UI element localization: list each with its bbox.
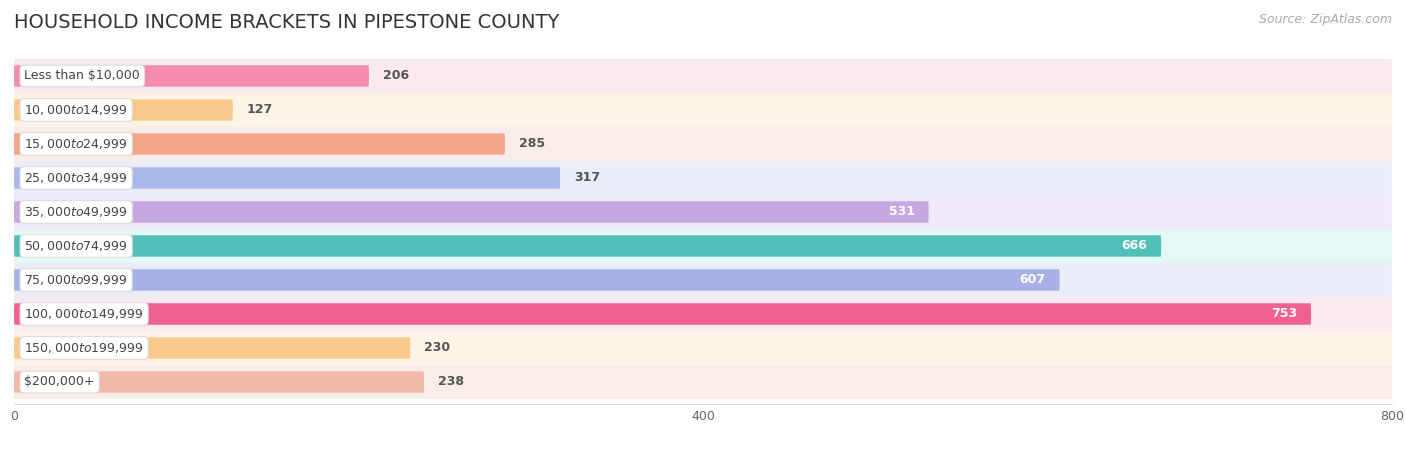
FancyBboxPatch shape xyxy=(14,269,1060,291)
Text: $50,000 to $74,999: $50,000 to $74,999 xyxy=(24,239,128,253)
Text: 238: 238 xyxy=(437,375,464,388)
Text: $75,000 to $99,999: $75,000 to $99,999 xyxy=(24,273,128,287)
FancyBboxPatch shape xyxy=(14,93,1392,127)
Text: $200,000+: $200,000+ xyxy=(24,375,94,388)
FancyBboxPatch shape xyxy=(14,337,411,359)
Text: Source: ZipAtlas.com: Source: ZipAtlas.com xyxy=(1258,13,1392,26)
FancyBboxPatch shape xyxy=(14,365,1392,399)
Text: 531: 531 xyxy=(889,206,915,219)
Text: 206: 206 xyxy=(382,70,409,83)
FancyBboxPatch shape xyxy=(14,65,368,87)
Text: 607: 607 xyxy=(1019,273,1046,286)
FancyBboxPatch shape xyxy=(14,127,1392,161)
FancyBboxPatch shape xyxy=(14,297,1392,331)
Text: $35,000 to $49,999: $35,000 to $49,999 xyxy=(24,205,128,219)
Text: HOUSEHOLD INCOME BRACKETS IN PIPESTONE COUNTY: HOUSEHOLD INCOME BRACKETS IN PIPESTONE C… xyxy=(14,13,560,32)
FancyBboxPatch shape xyxy=(14,235,1161,257)
Text: $15,000 to $24,999: $15,000 to $24,999 xyxy=(24,137,128,151)
FancyBboxPatch shape xyxy=(14,161,1392,195)
Text: $150,000 to $199,999: $150,000 to $199,999 xyxy=(24,341,143,355)
Text: 317: 317 xyxy=(574,172,600,185)
Text: $100,000 to $149,999: $100,000 to $149,999 xyxy=(24,307,143,321)
FancyBboxPatch shape xyxy=(14,229,1392,263)
Text: 230: 230 xyxy=(425,342,450,355)
Text: 753: 753 xyxy=(1271,308,1298,321)
FancyBboxPatch shape xyxy=(14,371,425,393)
Text: 285: 285 xyxy=(519,137,546,150)
Text: Less than $10,000: Less than $10,000 xyxy=(24,70,141,83)
Text: $10,000 to $14,999: $10,000 to $14,999 xyxy=(24,103,128,117)
FancyBboxPatch shape xyxy=(14,133,505,155)
Text: $25,000 to $34,999: $25,000 to $34,999 xyxy=(24,171,128,185)
FancyBboxPatch shape xyxy=(14,195,1392,229)
FancyBboxPatch shape xyxy=(14,303,1310,325)
FancyBboxPatch shape xyxy=(14,263,1392,297)
Text: 127: 127 xyxy=(246,103,273,116)
FancyBboxPatch shape xyxy=(14,331,1392,365)
FancyBboxPatch shape xyxy=(14,201,928,223)
FancyBboxPatch shape xyxy=(14,99,233,121)
FancyBboxPatch shape xyxy=(14,167,560,189)
Text: 666: 666 xyxy=(1122,239,1147,252)
FancyBboxPatch shape xyxy=(14,59,1392,93)
